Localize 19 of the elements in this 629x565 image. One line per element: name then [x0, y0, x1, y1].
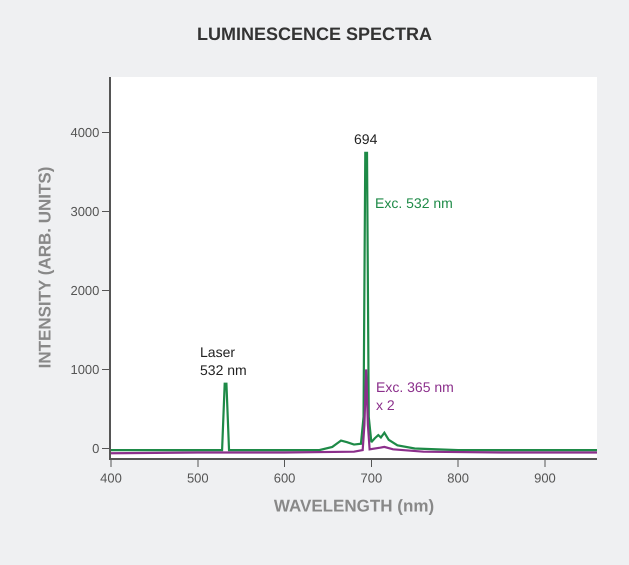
y-tick-label: 4000 [70, 124, 100, 140]
annotation: Laser 532 nm [200, 344, 247, 378]
y-tick-label: 1000 [70, 362, 100, 378]
chart-title: LUMINESCENCE SPECTRA [196, 24, 432, 44]
x-tick-label: 600 [274, 470, 296, 486]
y-tick-label: 2000 [70, 282, 100, 298]
annotation: 694 [354, 131, 378, 147]
y-tick-label: 3000 [70, 204, 100, 219]
x-tick-label: 800 [447, 470, 469, 486]
x-tick-label: 900 [534, 470, 556, 486]
y-axis-title: INTENSITY (ARB. UNITS) [36, 166, 55, 368]
line-series [111, 152, 597, 452]
x-tick-label: 400 [100, 470, 122, 486]
x-tick-label: 700 [360, 470, 382, 486]
x-axis-title: WAVELENGTH (nm) [274, 496, 434, 516]
series-label: Exc. 365 nm x 2 [376, 379, 454, 414]
series-label: Exc. 532 nm [375, 195, 453, 211]
y-tick-label: 0 [92, 441, 100, 456]
x-tick-label: 500 [186, 470, 209, 486]
